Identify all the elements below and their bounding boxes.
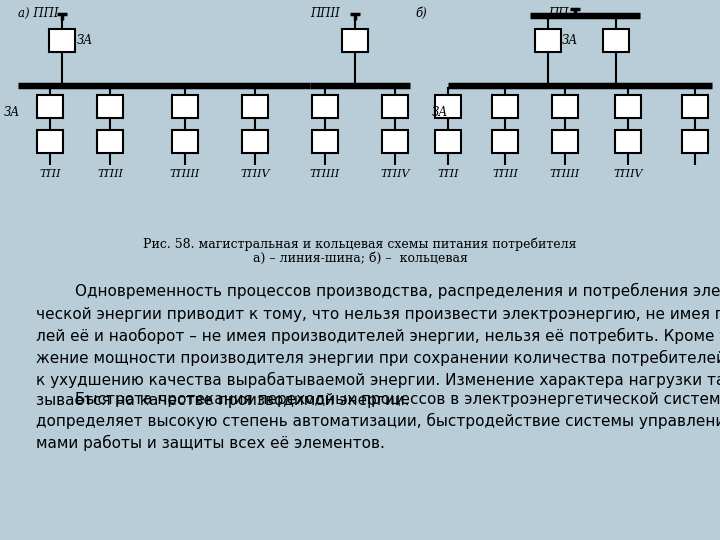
- Text: ЗА: ЗА: [77, 35, 94, 48]
- Text: ЗА: ЗА: [562, 35, 578, 48]
- Text: ПП: ПП: [548, 8, 569, 21]
- Bar: [242, 130, 268, 153]
- Text: а) – линия-шина; б) –  кольцевая: а) – линия-шина; б) – кольцевая: [253, 252, 467, 265]
- Bar: [172, 130, 198, 153]
- Bar: [603, 29, 629, 52]
- Bar: [97, 96, 123, 118]
- Text: ТПІ: ТПІ: [40, 169, 60, 179]
- Bar: [242, 96, 268, 118]
- Text: Быстрота протекания переходных процессов в электроэнергетической системе пре-
до: Быстрота протекания переходных процессов…: [36, 392, 720, 451]
- Bar: [435, 96, 461, 118]
- Text: ТПІV: ТПІV: [380, 169, 410, 179]
- Bar: [435, 130, 461, 153]
- Text: а) ППІ: а) ППІ: [18, 8, 58, 21]
- Bar: [552, 130, 578, 153]
- Bar: [682, 96, 708, 118]
- Bar: [37, 96, 63, 118]
- Text: ЗА: ЗА: [432, 106, 449, 119]
- Bar: [492, 96, 518, 118]
- Text: ТПІІІ: ТПІІІ: [310, 169, 340, 179]
- Text: б): б): [415, 8, 427, 21]
- Bar: [382, 130, 408, 153]
- Bar: [312, 130, 338, 153]
- Text: ЗА: ЗА: [4, 106, 20, 119]
- Text: ТПІІІ: ТПІІІ: [550, 169, 580, 179]
- Bar: [312, 96, 338, 118]
- Bar: [382, 96, 408, 118]
- Text: ТПІ: ТПІ: [437, 169, 459, 179]
- Text: Одновременность процессов производства, распределения и потребления электри-
чес: Одновременность процессов производства, …: [36, 284, 720, 408]
- Text: ТПІІ: ТПІІ: [97, 169, 123, 179]
- Bar: [615, 130, 641, 153]
- Text: Рис. 58. магистральная и кольцевая схемы питания потребителя: Рис. 58. магистральная и кольцевая схемы…: [143, 238, 577, 252]
- Text: ППІІ: ППІІ: [310, 8, 340, 21]
- Bar: [342, 29, 368, 52]
- Text: ТПІV: ТПІV: [240, 169, 270, 179]
- Text: ТПІІ: ТПІІ: [492, 169, 518, 179]
- Bar: [172, 96, 198, 118]
- Text: ТПІV: ТПІV: [613, 169, 643, 179]
- Bar: [492, 130, 518, 153]
- Bar: [552, 96, 578, 118]
- Bar: [535, 29, 561, 52]
- Bar: [49, 29, 75, 52]
- Bar: [682, 130, 708, 153]
- Bar: [97, 130, 123, 153]
- Bar: [37, 130, 63, 153]
- Text: ТПІІІ: ТПІІІ: [170, 169, 200, 179]
- Bar: [615, 96, 641, 118]
